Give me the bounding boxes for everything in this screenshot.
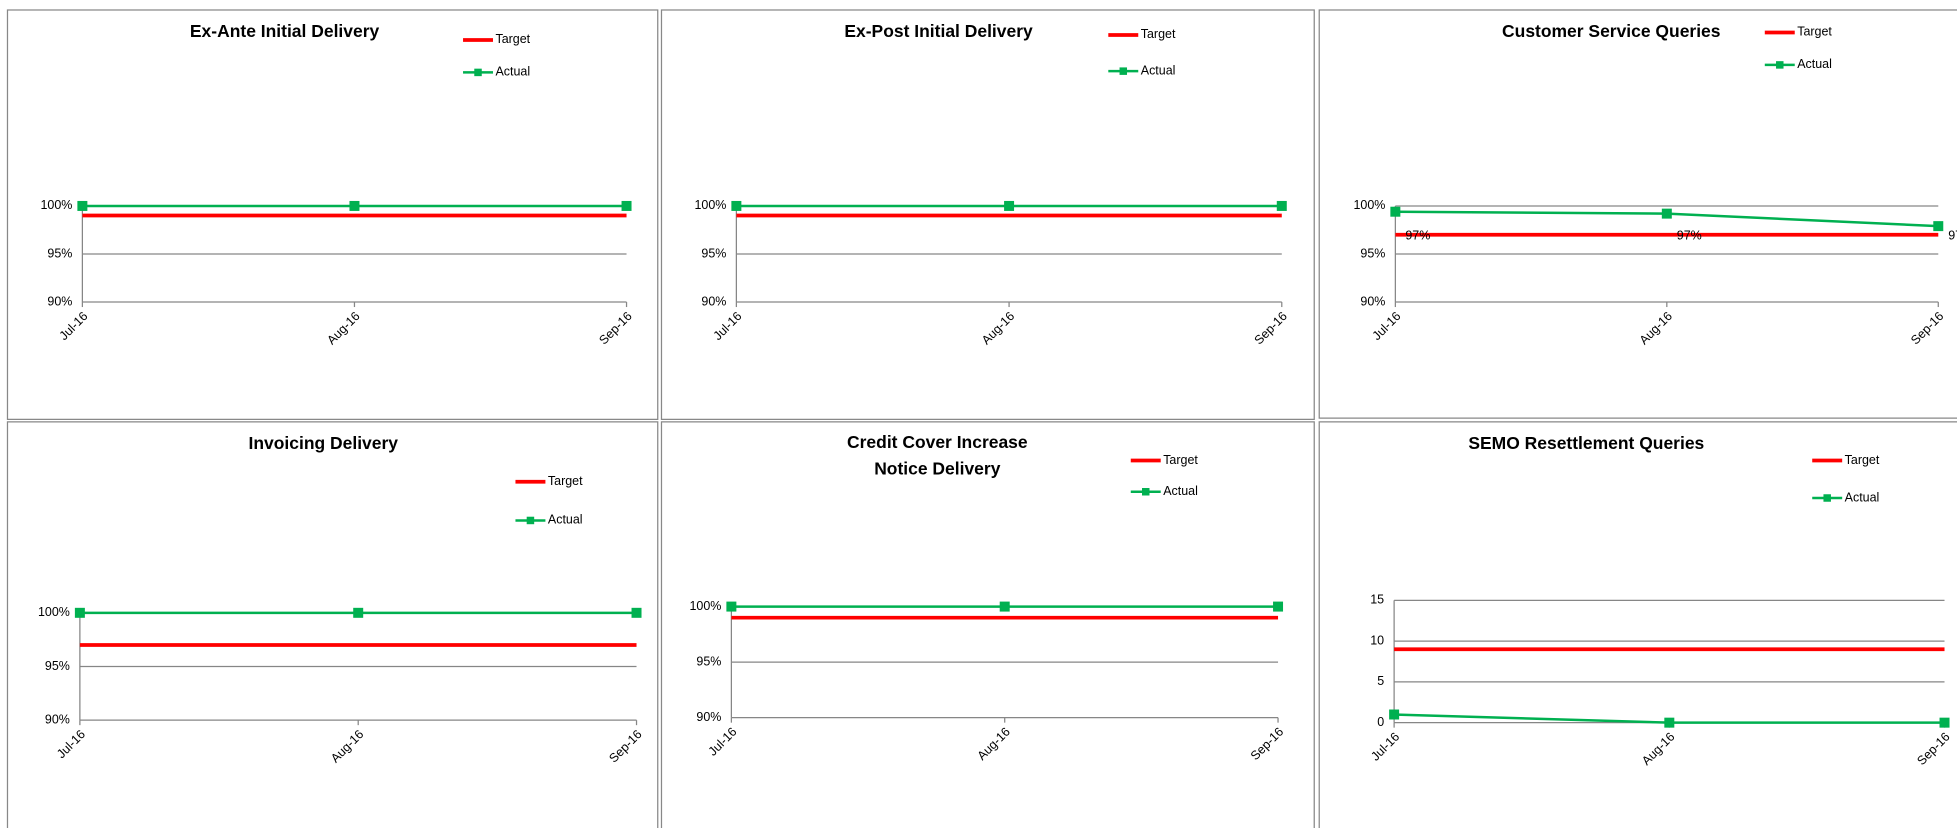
x-tick-label: Jul-16 <box>706 725 740 759</box>
x-tick-label: Aug-16 <box>1637 309 1675 347</box>
marker <box>631 607 642 618</box>
chart-title: SEMO Resettlement Queries <box>1468 433 1704 453</box>
legend-label: Target <box>1141 27 1176 41</box>
y-tick-label: 95% <box>701 246 726 260</box>
panel <box>1318 421 1957 828</box>
x-tick-label: Aug-16 <box>979 309 1017 347</box>
x-tick-label: Sep-16 <box>1908 309 1946 347</box>
x-tick-label: Aug-16 <box>328 727 366 765</box>
y-tick-label: 100% <box>38 605 70 619</box>
x-tick-label: Aug-16 <box>975 725 1013 763</box>
marker <box>731 200 742 211</box>
x-tick-label: Sep-16 <box>1914 730 1952 768</box>
y-tick-label: 0 <box>1377 715 1384 729</box>
value-label: 97% <box>1948 228 1957 242</box>
x-tick-label: Sep-16 <box>1248 725 1286 763</box>
chart-title: Ex-Ante Initial Delivery <box>190 21 380 41</box>
marker <box>1939 717 1950 728</box>
panel <box>1318 9 1957 419</box>
marker <box>74 607 85 618</box>
legend-label: Target <box>548 474 583 488</box>
marker <box>1661 208 1672 219</box>
value-label: 97% <box>1405 228 1430 242</box>
marker <box>1004 200 1015 211</box>
y-tick-label: 95% <box>45 659 70 673</box>
y-tick-label: 100% <box>694 198 726 212</box>
legend-marker <box>1823 494 1831 502</box>
marker <box>1664 717 1675 728</box>
marker <box>1390 206 1401 217</box>
legend-label: Actual <box>1845 490 1880 504</box>
marker <box>1933 221 1944 232</box>
legend-marker <box>526 516 535 525</box>
y-tick-label: 90% <box>696 710 721 724</box>
legend-label: Actual <box>1141 63 1176 77</box>
y-tick-label: 5 <box>1377 674 1384 688</box>
panel <box>660 9 1315 420</box>
y-tick-label: 100% <box>40 198 72 212</box>
legend-label: Target <box>1845 453 1880 467</box>
chart: Customer Service Queries 90% 95% 100% Jul-16… <box>1353 21 1957 347</box>
x-tick-label: Jul-16 <box>54 727 88 761</box>
y-tick-label: 95% <box>1360 246 1385 260</box>
marker <box>621 200 632 211</box>
marker <box>999 601 1010 612</box>
x-tick-label: Jul-16 <box>1370 309 1404 343</box>
x-tick-label: Aug-16 <box>324 309 362 347</box>
x-tick-label: Sep-16 <box>596 309 634 347</box>
y-tick-label: 90% <box>1360 294 1385 308</box>
panel <box>6 421 659 828</box>
x-tick-label: Jul-16 <box>711 309 745 343</box>
legend-marker <box>474 68 482 77</box>
chart-title: Invoicing Delivery <box>248 433 398 453</box>
legend-label: Target <box>1797 25 1832 39</box>
chart: Invoicing Delivery 90% 95% 100% Jul-16 Aug-16… <box>38 433 645 766</box>
x-tick-label: Jul-16 <box>57 309 91 343</box>
legend-marker <box>1776 61 1784 69</box>
y-tick-label: 90% <box>47 294 72 308</box>
legend-label: Actual <box>548 513 583 527</box>
x-tick-label: Sep-16 <box>1252 309 1290 347</box>
chart: Ex-Post Initial Delivery 90% 95% 100% Jul-16… <box>694 21 1290 347</box>
panel <box>6 9 659 420</box>
chart-title: Ex-Post Initial Delivery <box>844 21 1033 41</box>
legend-label: Actual <box>1163 484 1198 498</box>
marker <box>726 601 737 612</box>
value-label: 97% <box>1677 228 1702 242</box>
legend-marker <box>1141 488 1150 496</box>
y-tick-label: 10 <box>1370 633 1384 647</box>
legend-label: Target <box>1163 453 1198 467</box>
y-tick-label: 100% <box>1353 198 1385 212</box>
chart-title: Credit Cover Increase Notice Delivery <box>847 432 1028 478</box>
marker <box>353 607 364 618</box>
chart: Credit Cover Increase Notice Delivery 90% 9… <box>690 432 1287 763</box>
legend-label: Target <box>495 32 530 46</box>
y-tick-label: 100% <box>690 599 722 613</box>
marker <box>77 200 88 211</box>
y-tick-label: 95% <box>696 654 721 668</box>
chart: Ex-Ante Initial Delivery 90% 95% 100% Jul-16… <box>40 21 634 347</box>
panel <box>660 421 1315 828</box>
chart: SEMO Resettlement Queries 0 5 10 15 Jul-16 Aug… <box>1368 433 1952 768</box>
x-tick-label: Sep-16 <box>606 727 644 765</box>
chart-title: Customer Service Queries <box>1502 21 1720 41</box>
marker <box>349 200 360 211</box>
x-tick-label: Jul-16 <box>1368 730 1402 764</box>
y-tick-label: 95% <box>47 246 72 260</box>
marker <box>1276 200 1287 211</box>
legend-label: Actual <box>1797 57 1832 71</box>
marker <box>1389 709 1400 720</box>
y-tick-label: 90% <box>701 294 726 308</box>
y-tick-label: 90% <box>45 712 70 726</box>
legend-marker <box>1119 67 1128 75</box>
y-tick-label: 15 <box>1370 593 1384 607</box>
legend-label: Actual <box>495 65 530 79</box>
x-tick-label: Aug-16 <box>1639 730 1677 768</box>
marker <box>1273 601 1284 612</box>
